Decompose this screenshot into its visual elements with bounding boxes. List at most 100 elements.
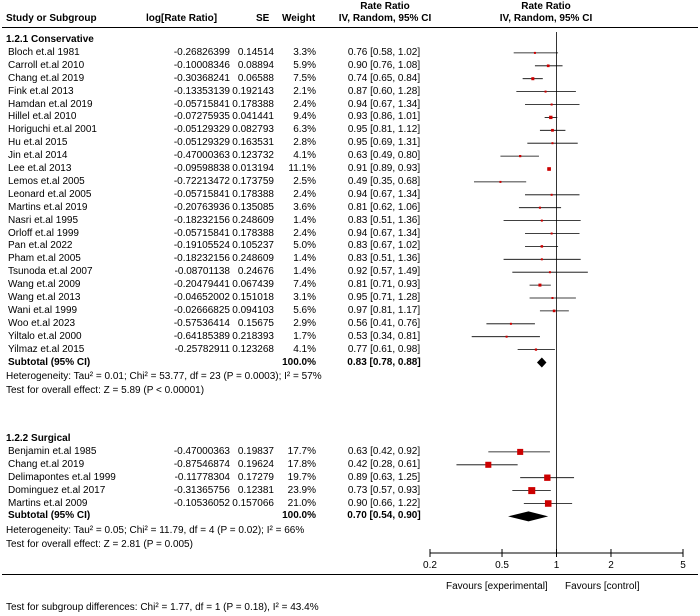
weight-value: 2.8%: [293, 137, 316, 149]
study-name: Tsunoda et.al 2007: [8, 266, 93, 278]
standard-error: 0.135085: [232, 201, 274, 213]
study-name: Leonard et.al 2005: [8, 188, 92, 200]
standard-error: 0.06588: [237, 72, 274, 84]
rate-ratio-ci: 0.63 [0.49, 0.80]: [347, 150, 421, 162]
col-header-study: Study or Subgroup: [6, 13, 97, 24]
subtotal-label: Subtotal (95% CI): [8, 510, 91, 522]
study-point-estimate: [540, 258, 543, 261]
subgroup-title: 1.2.1 Conservative: [6, 34, 94, 45]
study-point-estimate: [499, 180, 502, 183]
heterogeneity-stats: Heterogeneity: Tau² = 0.05; Chi² = 11.79…: [6, 525, 305, 537]
rate-ratio-ci: 0.90 [0.76, 1.08]: [347, 59, 421, 71]
log-rate-ratio: -0.05129329: [173, 137, 230, 149]
subgroup-title: 1.2.2 Surgical: [6, 433, 71, 444]
study-point-estimate: [485, 461, 492, 468]
log-rate-ratio: -0.18232156: [173, 253, 230, 265]
study-name: Delimapontes et.al 1999: [8, 471, 116, 483]
study-name: Yilmaz et.al 2015: [8, 343, 85, 355]
study-point-estimate: [550, 193, 553, 196]
log-rate-ratio: -0.02666825: [173, 304, 230, 316]
weight-value: 2.1%: [293, 85, 316, 97]
study-name: Chang et.al 2019: [8, 458, 85, 470]
x-tick-label: 0.5: [495, 560, 509, 571]
study-name: Chang et.al 2019: [8, 72, 85, 84]
footer-rule: [2, 574, 698, 575]
log-rate-ratio: -0.87546874: [173, 458, 230, 470]
col-header-se: SE: [256, 13, 270, 24]
weight-value: 17.8%: [287, 458, 316, 470]
rate-ratio-ci: 0.83 [0.51, 1.36]: [347, 253, 421, 265]
study-point-estimate: [546, 64, 550, 68]
plot-header-sub: IV, Random, 95% CI: [499, 13, 593, 24]
weight-value: 2.5%: [293, 175, 316, 187]
study-point-estimate: [528, 487, 536, 495]
favours-left-label: Favours [experimental]: [446, 581, 548, 592]
study-name: Hillel et.al 2010: [8, 111, 77, 123]
weight-value: 2.9%: [293, 317, 316, 329]
plot-header-title: Rate Ratio: [521, 1, 571, 12]
log-rate-ratio: -0.10008346: [173, 59, 230, 71]
subtotal-ci: 0.70 [0.54, 0.90]: [347, 510, 421, 522]
standard-error: 0.013194: [232, 163, 274, 174]
subtotal-diamond: [508, 511, 549, 522]
study-point-estimate: [509, 322, 512, 325]
weight-value: 19.7%: [287, 471, 316, 483]
standard-error: 0.123732: [232, 150, 274, 162]
log-rate-ratio: -0.05715841: [173, 98, 230, 110]
study-point-estimate: [533, 51, 536, 54]
study-name: Dominguez et.al 2017: [8, 484, 106, 496]
standard-error: 0.19837: [237, 445, 274, 457]
rate-ratio-ci: 0.94 [0.67, 1.34]: [347, 188, 421, 200]
study-point-estimate: [547, 167, 551, 171]
log-rate-ratio: -0.47000363: [173, 150, 230, 162]
weight-value: 21.0%: [287, 497, 316, 509]
study-name: Horiguchi et.al 2001: [8, 124, 97, 136]
rate-ratio-ci: 0.91 [0.89, 0.93]: [347, 163, 421, 174]
weight-value: 2.4%: [293, 98, 316, 110]
rate-ratio-ci: 0.77 [0.61, 0.98]: [347, 343, 421, 355]
log-rate-ratio: -0.47000363: [173, 445, 230, 457]
weight-value: 3.1%: [293, 292, 316, 303]
rate-ratio-ci: 0.81 [0.71, 0.93]: [347, 279, 421, 291]
study-name: Martins et.al 2019: [8, 201, 88, 213]
standard-error: 0.041441: [232, 111, 274, 123]
standard-error: 0.14514: [237, 46, 274, 58]
study-name: Lemos et.al 2005: [8, 175, 85, 187]
study-name: Carroll et.al 2010: [8, 59, 85, 71]
study-name: Yiltalo et.al 2000: [8, 330, 82, 342]
rate-ratio-ci: 0.87 [0.60, 1.28]: [347, 85, 421, 97]
log-rate-ratio: -0.31365756: [173, 484, 230, 496]
study-point-estimate: [544, 474, 551, 481]
col-header-rr-sub: IV, Random, 95% CI: [338, 13, 432, 24]
log-rate-ratio: -0.08701138: [174, 266, 230, 278]
log-rate-ratio: -0.20763936: [173, 201, 230, 213]
log-rate-ratio: -0.19105524: [173, 240, 230, 252]
study-name: Nasri et.al 1995: [8, 214, 79, 226]
study-name: Hu et.al 2015: [8, 137, 68, 149]
log-rate-ratio: -0.26826399: [173, 46, 230, 58]
rate-ratio-ci: 0.94 [0.67, 1.34]: [347, 227, 421, 239]
rate-ratio-ci: 0.95 [0.71, 1.28]: [347, 292, 421, 303]
study-point-estimate: [538, 206, 541, 209]
overall-effect-test: Test for overall effect: Z = 5.89 (P < 0…: [6, 385, 205, 397]
overall-effect-test: Test for overall effect: Z = 2.81 (P = 0…: [6, 539, 193, 551]
weight-value: 4.1%: [293, 343, 316, 355]
rate-ratio-ci: 0.76 [0.58, 1.02]: [347, 46, 421, 58]
log-rate-ratio: -0.57536414: [173, 317, 230, 329]
rate-ratio-ci: 0.90 [0.66, 1.22]: [347, 497, 421, 509]
log-rate-ratio: -0.05715841: [173, 188, 230, 200]
rate-ratio-ci: 0.56 [0.41, 0.76]: [347, 317, 421, 329]
rate-ratio-ci: 0.83 [0.51, 1.36]: [347, 214, 421, 226]
log-rate-ratio: -0.11778304: [174, 471, 230, 483]
weight-value: 1.7%: [293, 330, 316, 342]
study-name: Wang et.al 2013: [8, 292, 81, 303]
study-point-estimate: [538, 283, 542, 287]
rate-ratio-ci: 0.63 [0.42, 0.92]: [347, 445, 421, 457]
rate-ratio-ci: 0.92 [0.57, 1.49]: [347, 266, 421, 278]
weight-value: 3.3%: [293, 46, 316, 58]
weight-value: 5.9%: [293, 59, 316, 71]
standard-error: 0.173759: [232, 175, 274, 187]
study-point-estimate: [548, 271, 551, 274]
weight-value: 23.9%: [287, 484, 316, 496]
rate-ratio-ci: 0.53 [0.34, 0.81]: [347, 330, 421, 342]
